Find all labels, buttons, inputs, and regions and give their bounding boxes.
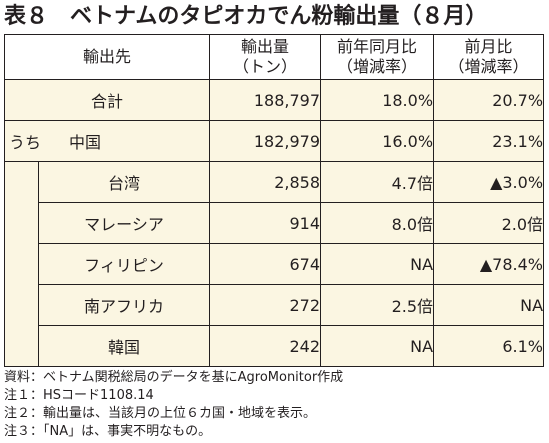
row-label: 韓国 <box>37 325 211 367</box>
row-yoy: 8.0倍 <box>320 202 435 244</box>
note-source: 資料：ベトナム関税総局のデータを基にAgroMonitor作成 <box>4 370 344 385</box>
row-mom: NA <box>433 284 545 326</box>
header-mom-line1: 前月比 <box>464 37 513 56</box>
note-3: 注３：「NA」は、事実不明なもの。 <box>4 424 212 439</box>
header-yoy: 前年同月比 （増減率） <box>320 34 435 80</box>
row-yoy: 2.5倍 <box>320 284 435 326</box>
row-volume: 242 <box>209 325 322 367</box>
note-1: 注１：HSコード1108.14 <box>4 388 154 403</box>
header-volume-line2: （トン） <box>233 57 298 76</box>
indent-spacer <box>4 161 39 367</box>
row-volume: 2,858 <box>209 161 322 203</box>
row-label: マレーシア <box>37 202 211 244</box>
row-yoy: 4.7倍 <box>320 161 435 203</box>
header-yoy-line2: （増減率） <box>337 57 418 76</box>
table-row: フィリピン 674 NA ▲78.4% <box>5 243 545 285</box>
export-table: 輸出先 輸出量 （トン） 前年同月比 （増減率） 前月比 （増減率） 合計 18… <box>3 34 545 367</box>
header-volume-line1: 輸出量 <box>241 37 290 56</box>
table-title: 表８ ベトナムのタピオカでん粉輸出量（８月） <box>4 4 488 29</box>
table-row: 韓国 242 NA 6.1% <box>5 325 545 367</box>
row-mom: ▲78.4% <box>433 243 545 285</box>
header-row: 輸出先 輸出量 （トン） 前年同月比 （増減率） 前月比 （増減率） <box>3 34 545 80</box>
total-mom: 20.7% <box>433 79 545 121</box>
row-mom: 2.0倍 <box>433 202 545 244</box>
table-row: うち 中国 182,979 16.0% 23.1% <box>3 120 545 162</box>
row-mom: ▲3.0% <box>433 161 545 203</box>
row-mom: 6.1% <box>433 325 545 367</box>
total-label: 合計 <box>3 79 211 121</box>
table-row: 南アフリカ 272 2.5倍 NA <box>5 284 545 326</box>
row-label: 南アフリカ <box>37 284 211 326</box>
header-volume: 輸出量 （トン） <box>209 34 322 80</box>
row-label: フィリピン <box>37 243 211 285</box>
header-mom-line2: （増減率） <box>448 57 529 76</box>
notes: 資料：ベトナム関税総局のデータを基にAgroMonitor作成 注１：HSコード… <box>4 369 343 441</box>
total-row: 合計 188,797 18.0% 20.7% <box>3 79 545 121</box>
row-volume: 674 <box>209 243 322 285</box>
row-label-china: うち 中国 <box>3 120 211 162</box>
note-2: 注２：輸出量は、当該月の上位６カ国・地域を表示。 <box>4 406 317 421</box>
table-row: マレーシア 914 8.0倍 2.0倍 <box>5 202 545 244</box>
total-volume: 188,797 <box>209 79 322 121</box>
header-yoy-line1: 前年同月比 <box>337 37 418 56</box>
row-yoy: 16.0% <box>320 120 435 162</box>
row-volume: 914 <box>209 202 322 244</box>
row-label: 台湾 <box>37 161 211 203</box>
row-yoy: NA <box>320 243 435 285</box>
header-destination: 輸出先 <box>3 34 211 80</box>
row-volume: 182,979 <box>209 120 322 162</box>
table-row: 台湾 2,858 4.7倍 ▲3.0% <box>4 161 545 367</box>
row-label-text: 中国 <box>69 133 102 152</box>
row-volume: 272 <box>209 284 322 326</box>
total-yoy: 18.0% <box>320 79 435 121</box>
sub-prefix: うち <box>9 133 42 152</box>
row-mom: 23.1% <box>433 120 545 162</box>
header-destination-text: 輸出先 <box>83 47 132 66</box>
row-yoy: NA <box>320 325 435 367</box>
header-mom: 前月比 （増減率） <box>433 34 545 80</box>
